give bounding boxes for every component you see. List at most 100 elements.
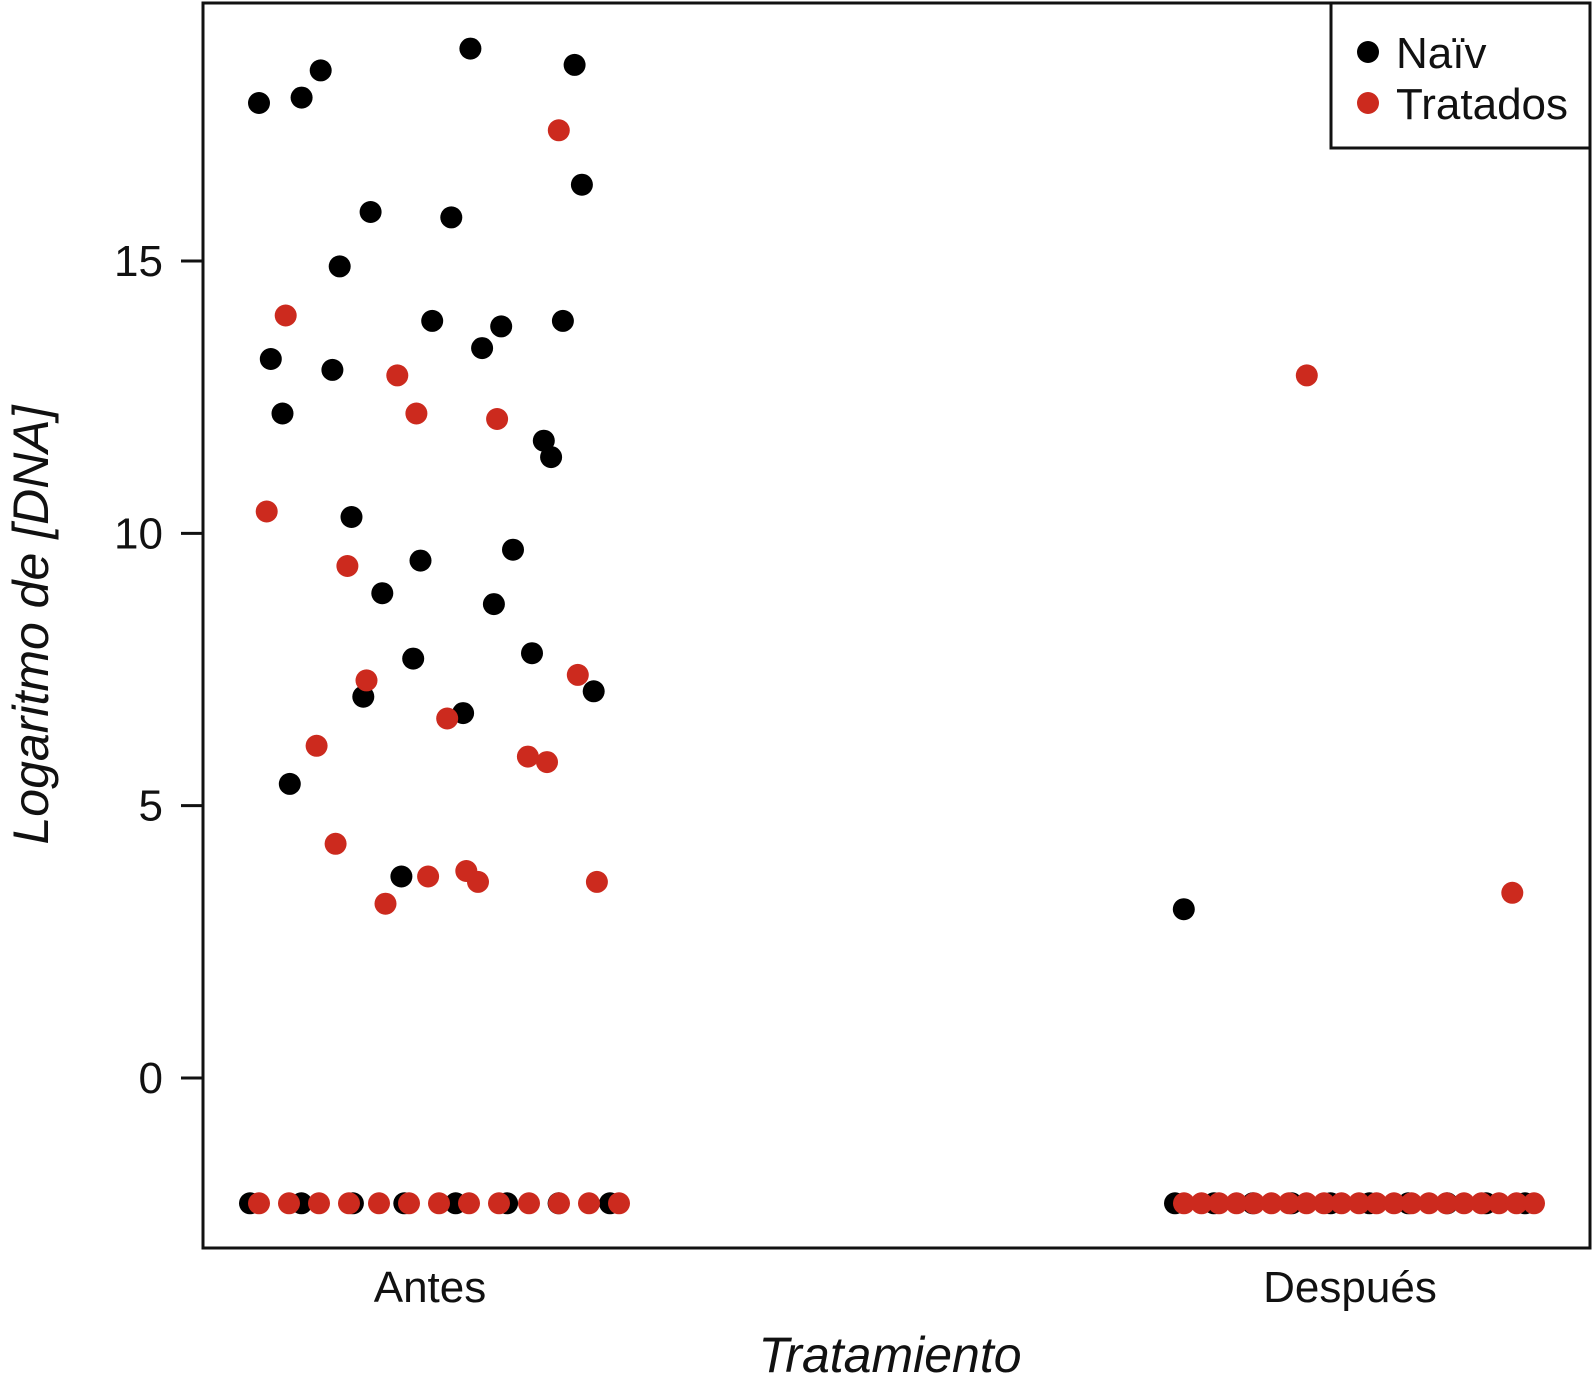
x-axis-title: Tratamiento <box>758 1327 1021 1383</box>
point-tratados-22 <box>338 1192 360 1215</box>
point-naiv-16 <box>551 309 574 332</box>
point-tratados-50 <box>1453 1192 1475 1215</box>
point-tratados-15 <box>467 870 489 893</box>
point-naiv-27 <box>482 593 505 616</box>
legend-label-naiv: Naïv <box>1396 29 1486 78</box>
point-naiv-19 <box>502 538 524 561</box>
point-naiv-21 <box>582 680 605 703</box>
point-tratados-49 <box>1435 1192 1458 1215</box>
point-naiv-24 <box>532 429 555 452</box>
point-tratados-54 <box>1523 1192 1545 1215</box>
point-naiv-1 <box>459 37 482 60</box>
legend-box <box>1329 1 1592 150</box>
point-tratados-53 <box>1505 1192 1528 1215</box>
point-tratados-36 <box>1208 1192 1230 1215</box>
point-tratados-31 <box>608 1192 630 1215</box>
point-tratados-41 <box>1295 1192 1318 1215</box>
point-naiv-2 <box>328 255 351 278</box>
point-tratados-21 <box>308 1192 330 1215</box>
point-tratados-19 <box>248 1192 270 1215</box>
point-tratados-9 <box>566 663 589 686</box>
point-naiv-28 <box>352 685 375 708</box>
point-tratados-45 <box>1365 1192 1388 1215</box>
y-tick-label-10: 10 <box>114 509 163 558</box>
point-tratados-28 <box>518 1192 540 1215</box>
point-tratados-44 <box>1348 1192 1370 1215</box>
point-tratados-29 <box>548 1192 570 1215</box>
point-naiv-29 <box>563 53 586 76</box>
point-tratados-5 <box>405 402 428 425</box>
point-naiv-7 <box>359 201 382 223</box>
point-tratados-38 <box>1243 1192 1265 1215</box>
x-tick-label-0: Antes <box>374 1263 487 1312</box>
point-naiv-11 <box>521 642 543 665</box>
point-naiv-26 <box>271 402 294 425</box>
y-tick-label-0: 0 <box>139 1054 163 1103</box>
y-axis-title: Logaritmo de [DNA] <box>3 404 59 844</box>
point-tratados-20 <box>278 1192 300 1215</box>
point-tratados-24 <box>398 1192 420 1215</box>
y-tick-label-15: 15 <box>114 237 163 286</box>
point-tratados-0 <box>374 892 397 915</box>
data-points <box>239 37 1545 1215</box>
point-tratados-32 <box>1295 364 1318 387</box>
point-tratados-37 <box>1225 1192 1248 1215</box>
point-tratados-16 <box>336 555 359 577</box>
point-naiv-0 <box>248 92 270 114</box>
legend-marker-tratados <box>1357 92 1379 114</box>
legend-marker-naiv <box>1357 41 1379 63</box>
y-tick-label-5: 5 <box>139 782 163 831</box>
point-tratados-17 <box>547 119 570 142</box>
point-tratados-25 <box>428 1192 450 1215</box>
point-tratados-26 <box>458 1192 480 1215</box>
point-naiv-6 <box>490 315 513 338</box>
point-naiv-13 <box>259 348 282 370</box>
point-tratados-52 <box>1488 1192 1510 1215</box>
point-tratados-4 <box>536 751 558 774</box>
point-tratados-48 <box>1418 1192 1440 1215</box>
point-tratados-3 <box>324 832 347 855</box>
point-tratados-40 <box>1278 1192 1300 1215</box>
point-tratados-8 <box>355 669 378 692</box>
point-tratados-35 <box>1190 1192 1213 1215</box>
point-tratados-13 <box>386 364 409 387</box>
point-tratados-1 <box>585 870 608 893</box>
x-axis: Antes Después <box>374 1263 1437 1312</box>
point-naiv-9 <box>440 206 463 229</box>
legend: Naïv Tratados <box>1329 1 1592 150</box>
point-naiv-18 <box>290 86 313 109</box>
y-axis: 0 5 10 15 <box>114 237 203 1103</box>
point-tratados-46 <box>1383 1192 1405 1215</box>
point-tratados-34 <box>1173 1192 1195 1215</box>
point-naiv-4 <box>409 549 432 572</box>
point-tratados-33 <box>1501 881 1524 904</box>
point-naiv-10 <box>309 59 332 82</box>
point-tratados-7 <box>486 408 509 430</box>
point-tratados-14 <box>255 500 278 523</box>
point-tratados-10 <box>436 707 459 730</box>
point-tratados-23 <box>368 1192 390 1215</box>
point-naiv-20 <box>371 582 394 605</box>
point-tratados-6 <box>274 304 297 327</box>
point-naiv-25 <box>402 647 425 670</box>
point-tratados-12 <box>516 745 539 768</box>
point-tratados-43 <box>1330 1192 1353 1215</box>
point-naiv-15 <box>340 506 363 528</box>
point-tratados-11 <box>305 734 328 757</box>
x-tick-label-1: Después <box>1263 1263 1437 1312</box>
point-naiv-12 <box>390 865 413 888</box>
point-tratados-30 <box>578 1192 600 1215</box>
point-naiv-14 <box>471 337 494 360</box>
point-tratados-39 <box>1260 1192 1283 1215</box>
point-naiv-8 <box>570 173 593 196</box>
point-naiv-3 <box>540 446 563 469</box>
point-naiv-5 <box>278 772 301 795</box>
point-tratados-51 <box>1470 1192 1493 1215</box>
point-tratados-27 <box>488 1192 510 1215</box>
legend-label-tratados: Tratados <box>1396 80 1568 129</box>
point-naiv-38 <box>1172 898 1195 921</box>
point-tratados-42 <box>1313 1192 1335 1215</box>
point-naiv-17 <box>421 309 444 332</box>
plot-frame <box>201 1 1592 1250</box>
